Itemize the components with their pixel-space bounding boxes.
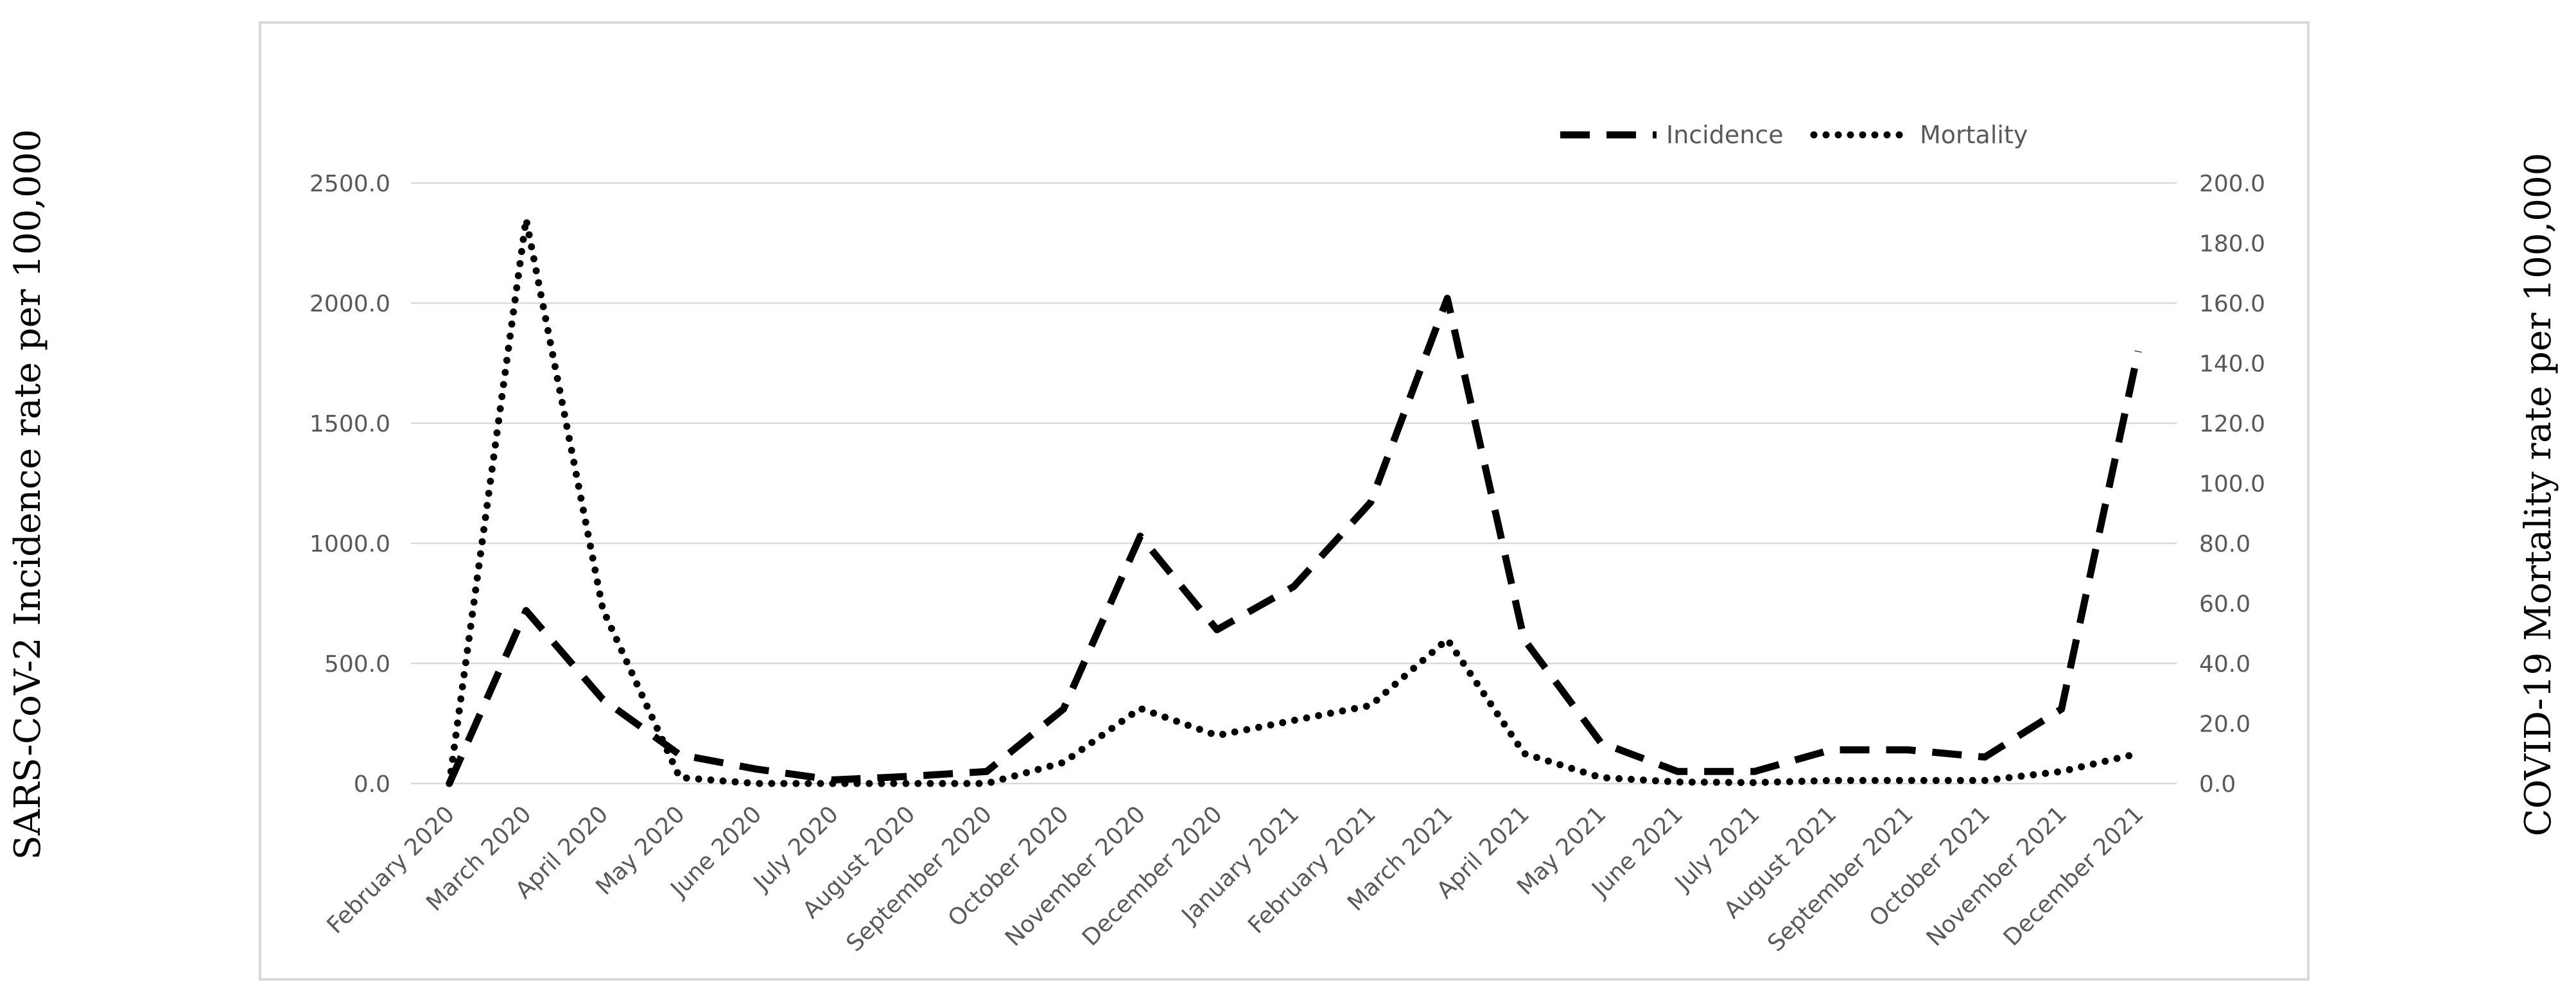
- y2-tick-label: 80.0: [2199, 531, 2250, 557]
- y2-tick-label: 120.0: [2199, 411, 2265, 437]
- y-tick-label: 1000.0: [309, 531, 390, 557]
- series-line-mortality: [446, 215, 2142, 787]
- y2-tick-label: 180.0: [2199, 231, 2265, 258]
- y2-tick-label: 0.0: [2199, 771, 2236, 798]
- legend: Incidence Mortality: [1560, 121, 2028, 149]
- y2-tick-label: 40.0: [2199, 651, 2250, 678]
- series-lines: [446, 215, 2142, 787]
- y2-tick-label: 60.0: [2199, 591, 2250, 618]
- legend-label-incidence: Incidence: [1666, 121, 1784, 149]
- y-tick-label: 2000.0: [309, 291, 390, 317]
- y-tick-label: 1500.0: [309, 411, 390, 437]
- y2-tick-label: 20.0: [2199, 712, 2250, 738]
- y2-axis-title: COVID-19 Mortality rate per 100,000: [2518, 153, 2559, 836]
- y-axis-title: SARS-CoV-2 Incidence rate per 100,000: [7, 129, 49, 860]
- legend-label-mortality: Mortality: [1920, 121, 2028, 149]
- series-line-incidence: [446, 295, 2142, 785]
- left-axis-ticks: 0.0 500.0 1000.0 1500.0 2000.0 2500.0: [309, 171, 390, 798]
- y-tick-label: 0.0: [354, 771, 390, 798]
- y2-tick-label: 200.0: [2199, 171, 2265, 197]
- y2-tick-label: 160.0: [2199, 291, 2265, 317]
- y-tick-label: 500.0: [324, 651, 390, 678]
- y2-tick-label: 140.0: [2199, 351, 2265, 378]
- y-tick-label: 2500.0: [309, 171, 390, 197]
- gridlines: [411, 182, 2177, 785]
- y2-tick-label: 100.0: [2199, 471, 2265, 498]
- right-axis-ticks: 0.0 20.0 40.0 60.0 80.0 100.0 120.0 140.0 160.0 1…: [2199, 171, 2265, 798]
- chart-frame: [259, 21, 2310, 981]
